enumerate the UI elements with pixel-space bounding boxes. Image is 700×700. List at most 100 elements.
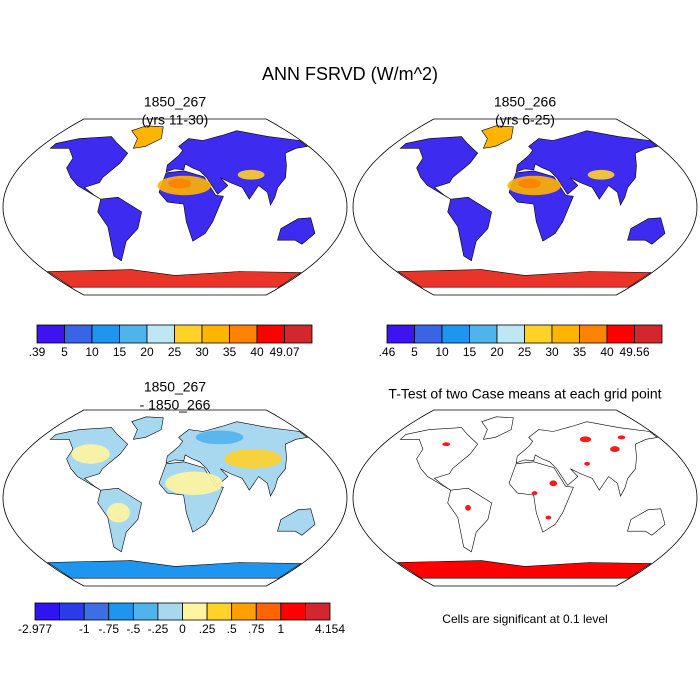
land [515,421,658,497]
land [97,196,142,262]
map-panel [352,409,698,587]
colorbar-box [414,324,443,344]
map-panel [2,118,348,296]
colorbar-label: 35 [223,345,237,359]
colorbar-box [496,324,525,344]
colorbar-label: 25 [168,345,182,359]
map-outline [2,118,348,296]
colorbar-box [441,324,470,344]
colorbar-box [108,602,134,621]
colorbar-label: 5 [411,345,418,359]
field-patch [617,435,626,440]
colorbar-box [157,602,183,621]
map-panel [2,409,348,587]
colorbar-box [305,602,331,621]
field-patch [549,480,558,487]
colorbar-label: .46 [379,345,396,359]
colorbar-box [59,602,85,621]
colorbar-label: 20 [140,345,154,359]
colorbar-box [386,324,415,344]
panel-note: Cells are significant at 0.1 level [442,612,607,626]
map-content [46,416,316,579]
colorbar-box [255,602,282,621]
map-outline [352,409,698,587]
land [277,217,316,245]
figure-title: ANN FSRVD (W/m^2) [262,64,438,84]
field-patch [165,471,223,496]
colorbar-label: 0 [179,622,186,636]
colorbar-box [146,324,175,344]
land [131,125,164,149]
colorbar-box [606,324,635,344]
field-patch [195,430,244,445]
colorbar-label: -.25 [148,622,169,636]
land [399,136,479,200]
map-content [396,125,666,288]
land [46,560,302,579]
colorbar-label: 10 [85,345,99,359]
colorbar-box [182,602,208,621]
colorbar-label: 40 [250,345,264,359]
land [508,461,574,533]
land [481,416,514,440]
colorbar-label: 20 [490,345,504,359]
panel-title: (yrs 11-30) [142,112,209,128]
colorbar-label: .25 [199,622,216,636]
field-patch [237,169,265,180]
colorbar-box [256,324,285,344]
land [399,427,479,491]
map-outline [2,409,348,587]
field-patch [579,436,592,443]
panel-title: 1850_267 [144,379,207,395]
colorbar-box [524,324,553,344]
land [627,508,666,536]
panel-title: 1850_266 [494,94,557,110]
map-outline [352,118,698,296]
colorbar-label: 49.56 [619,345,649,359]
land [396,269,652,288]
field-patch [442,442,451,447]
land [277,508,316,536]
colorbar-label: 30 [195,345,209,359]
panel-title: T-Test of two Case means at each grid po… [388,386,661,402]
colorbar-box [634,324,663,344]
colorbar-label: -2.977 [18,622,52,636]
colorbar-box [36,324,65,344]
field-patch [518,178,542,189]
colorbar-label: -.75 [98,622,119,636]
colorbar-label: 35 [573,345,587,359]
colorbar-box [83,602,110,621]
colorbar-box [91,324,120,344]
colorbar-label: 5 [61,345,68,359]
map-content [46,125,316,288]
field-patch [71,444,110,464]
colorbar-box [34,602,60,621]
land [481,125,514,149]
field-patch [168,178,192,189]
land [447,196,492,262]
colorbar-label: 30 [545,345,559,359]
land [165,130,308,206]
land [396,560,652,579]
panel-title: (yrs 6-25) [495,112,555,128]
colorbar-label: 15 [463,345,477,359]
map-panel [352,118,698,296]
colorbar-label: 40 [600,345,614,359]
colorbar-box [551,324,580,344]
land [131,416,164,440]
colorbar-label: 4.154 [315,622,345,636]
colorbar-box [284,324,313,344]
land [627,217,666,245]
map-content [396,416,666,579]
colorbar-label: 1 [277,622,284,636]
field-patch [584,461,591,466]
colorbar-label: 49.07 [269,345,299,359]
field-patch [465,504,471,511]
colorbar-label: .5 [227,622,237,636]
field-patch [106,502,130,523]
field-patch [587,169,615,180]
colorbar-box [229,324,258,344]
land [46,269,302,288]
colorbar-label: .75 [248,622,265,636]
